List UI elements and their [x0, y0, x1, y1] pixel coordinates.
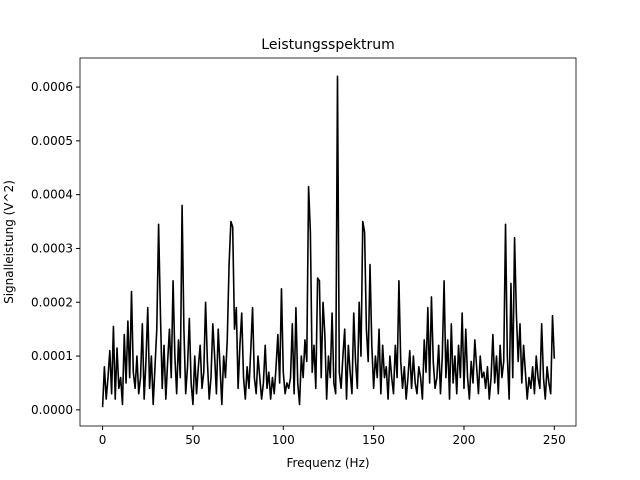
y-tick-label: 0.0003 — [31, 241, 73, 255]
x-axis-label: Frequenz (Hz) — [286, 456, 369, 470]
y-tick-label: 0.0002 — [31, 295, 73, 309]
y-tick-label: 0.0004 — [31, 188, 73, 202]
x-tick-label: 250 — [543, 433, 566, 447]
plot-frame — [79, 57, 577, 427]
y-axis-label: Signalleistung (V^2) — [2, 180, 16, 304]
x-tick-label: 50 — [185, 433, 200, 447]
x-tick-label: 0 — [99, 433, 107, 447]
y-tick-label: 0.0006 — [31, 80, 73, 94]
y-tick-label: 0.0005 — [31, 134, 73, 148]
chart-title: Leistungsspektrum — [261, 37, 394, 53]
y-tick-label: 0.0001 — [31, 349, 73, 363]
x-tick-label: 100 — [272, 433, 295, 447]
y-tick-label: 0.0000 — [31, 403, 73, 417]
x-tick-label: 200 — [453, 433, 476, 447]
x-tick-label: 150 — [362, 433, 385, 447]
spectrum-line — [101, 75, 556, 408]
